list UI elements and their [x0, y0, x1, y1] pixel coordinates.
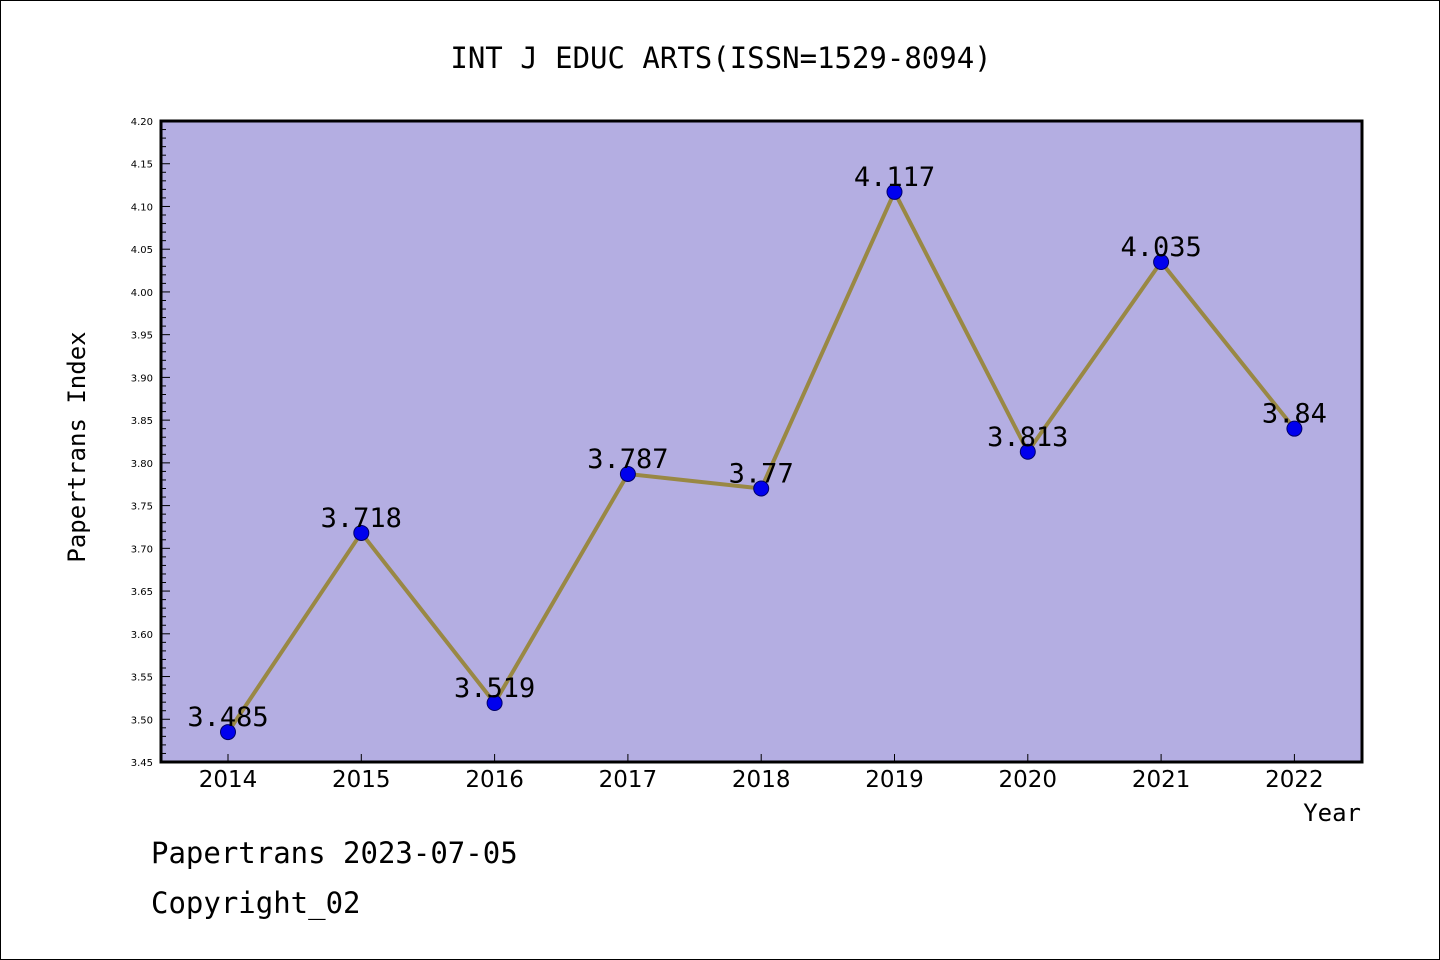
- series-line: [220, 183, 1303, 741]
- data-label: 3.84: [1262, 399, 1327, 430]
- x-tick-label: 2017: [599, 767, 658, 793]
- data-label: 4.035: [1120, 232, 1201, 263]
- data-label: 3.813: [987, 422, 1068, 453]
- y-tick-label: 3.95: [131, 331, 153, 342]
- data-point: [1153, 254, 1170, 271]
- y-tick-label: 3.45: [131, 758, 153, 769]
- y-tick-label: 3.75: [131, 502, 153, 513]
- y-tick-label: 3.55: [131, 673, 153, 684]
- x-tick-label: 2015: [332, 767, 391, 793]
- y-tick-label: 3.85: [131, 416, 153, 427]
- data-label: 3.718: [321, 503, 402, 534]
- y-tick-label: 4.20: [131, 117, 153, 128]
- footer-copyright: Copyright_02: [151, 886, 361, 920]
- data-point: [886, 183, 903, 200]
- x-tick-label: 2018: [732, 767, 791, 793]
- data-point: [753, 480, 770, 497]
- data-label: 4.117: [854, 162, 935, 193]
- y-tick-label: 4.10: [131, 202, 153, 213]
- plot-area: [159, 119, 1364, 764]
- data-point: [353, 524, 370, 541]
- x-tick-label: 2020: [999, 767, 1058, 793]
- data-label: 3.519: [454, 673, 535, 704]
- data-point: [486, 695, 503, 712]
- data-point: [220, 724, 236, 741]
- y-tick-label: 3.50: [131, 715, 153, 726]
- x-tick-label: 2022: [1265, 767, 1324, 793]
- data-label: 3.485: [187, 702, 268, 733]
- x-axis: 2014 2015 2016 2017 2018 2019 2020 2021 2022: [199, 754, 1324, 793]
- data-point: [619, 465, 636, 482]
- y-tick-label: 4.15: [131, 160, 153, 171]
- x-axis-label: Year: [1303, 799, 1361, 827]
- y-tick-label: 3.80: [131, 459, 153, 470]
- data-point: [1019, 443, 1036, 460]
- x-tick-label: 2019: [865, 767, 924, 793]
- y-axis-label: Papertrans Index: [63, 331, 91, 562]
- y-tick-label: 3.60: [131, 630, 153, 641]
- x-tick-label: 2021: [1132, 767, 1191, 793]
- data-label: 3.77: [729, 459, 794, 490]
- y-tick-label: 3.65: [131, 587, 153, 598]
- x-tick-label: 2014: [199, 767, 258, 793]
- y-tick-label: 4.05: [131, 245, 153, 256]
- y-tick-label: 3.70: [131, 544, 153, 555]
- x-tick-label: 2016: [465, 767, 524, 793]
- y-tick-label: 3.90: [131, 373, 153, 384]
- footer-date: Papertrans 2023-07-05: [151, 836, 518, 870]
- data-labels: 3.485 3.718 3.519 3.787 3.77 4.117 3.813 4.035 3…: [187, 162, 1327, 733]
- data-point: [1286, 420, 1303, 437]
- y-tick-label: 4.00: [131, 288, 153, 299]
- data-label: 3.787: [587, 444, 668, 475]
- chart-title: INT J EDUC ARTS(ISSN=1529-8094): [450, 41, 991, 75]
- y-axis: 3.45 3.50 3.55 3.60 3.65 3.70 3.75 3.80 3.85 3.90…: [131, 117, 170, 769]
